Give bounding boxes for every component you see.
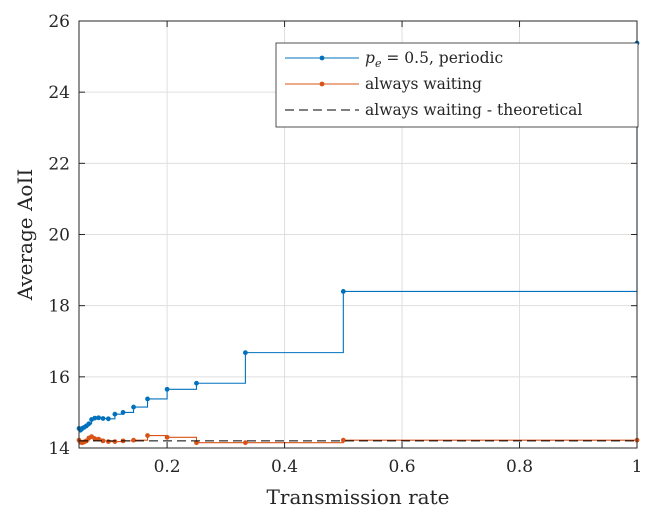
series-1-point: [194, 440, 199, 446]
y-tick-label: 26: [48, 12, 70, 32]
series-0-point: [120, 410, 126, 415]
series-1-point: [100, 438, 106, 444]
legend-label: pe = 0.5, periodic: [365, 49, 503, 70]
series-1-point: [243, 440, 248, 446]
x-tick-label: 0.8: [506, 457, 533, 477]
legend: pe = 0.5, periodic always waiting always w…: [275, 42, 639, 128]
series-1-line: [79, 434, 637, 444]
series-0-point: [164, 386, 170, 392]
series-1-point: [131, 437, 136, 443]
x-tick-label: 0.6: [389, 457, 416, 477]
series-0-point: [145, 396, 150, 402]
series-0-point: [194, 380, 199, 386]
series-1-point: [96, 436, 101, 442]
series-0-point: [340, 289, 346, 294]
x-axis-label: Transmission rate: [267, 485, 450, 509]
series-0-point: [112, 411, 118, 417]
x-tick-label: 0.4: [271, 457, 298, 477]
series-0-point: [86, 421, 92, 427]
series-0-point: [96, 415, 101, 421]
series-1-point: [92, 436, 98, 442]
series-1-point: [340, 437, 346, 443]
series-1-point: [112, 439, 118, 444]
y-tick-label: 14: [48, 439, 70, 459]
legend-entry: always waiting: [285, 75, 482, 93]
legend-box: [275, 42, 639, 128]
series-1: [76, 433, 640, 446]
series-0-point: [243, 350, 248, 356]
series-0-point: [100, 416, 106, 421]
series-1-point: [164, 434, 170, 440]
x-tick-label: 1: [632, 457, 643, 477]
series-layer: [76, 40, 640, 446]
series-0: [76, 40, 640, 433]
series-0-point: [131, 404, 136, 410]
series-0-point: [105, 416, 111, 422]
legend-marker: [319, 55, 325, 61]
y-tick-label: 22: [48, 154, 70, 174]
y-axis-label: Average AoII: [13, 169, 37, 302]
legend-label: always waiting - theoretical: [365, 101, 582, 119]
legend-entry: always waiting - theoretical: [285, 101, 582, 119]
x-tick-label: 0.2: [154, 457, 181, 477]
legend-entry: pe = 0.5, periodic: [285, 49, 503, 70]
series-1-point: [145, 433, 150, 438]
y-tick-label: 24: [48, 83, 70, 103]
series-0-point: [92, 415, 98, 421]
legend-label: always waiting: [365, 75, 482, 93]
legend-marker: [319, 81, 325, 87]
y-tick-label: 16: [48, 368, 70, 388]
tick-labels: 0.2 0.4 0.6 0.8 1 14 16 18 20 22 24 26: [48, 12, 642, 477]
y-tick-label: 18: [48, 297, 70, 317]
series-1-point: [105, 439, 111, 444]
y-tick-label: 20: [48, 226, 70, 246]
legend-entries: pe = 0.5, periodic always waiting always w…: [285, 49, 582, 119]
